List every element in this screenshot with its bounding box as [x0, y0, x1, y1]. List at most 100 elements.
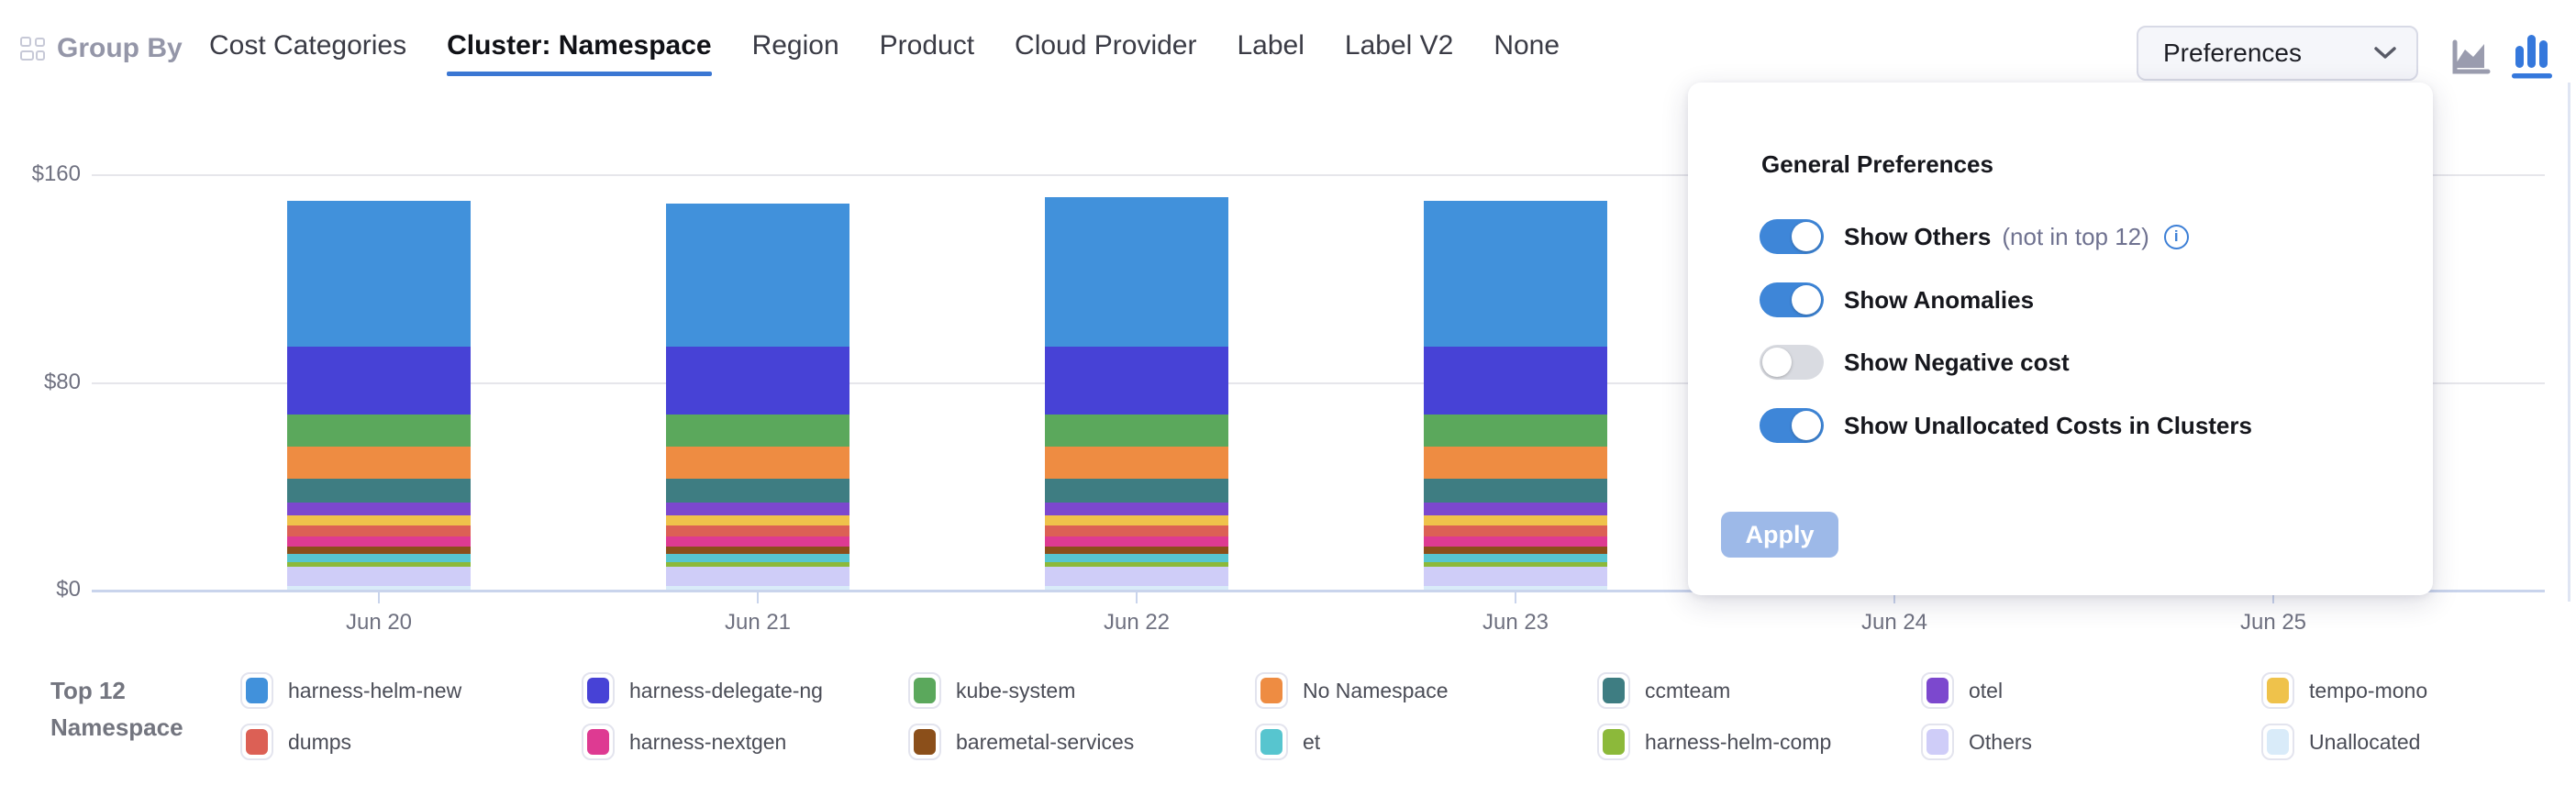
legend-item-label: ccmteam: [1645, 678, 1731, 702]
bar-segment-harness-nextgen-jun-20: [287, 536, 471, 547]
legend-swatch: [908, 672, 941, 709]
tab-label[interactable]: Label: [1237, 30, 1304, 78]
legend-item-harness-delegate-ng[interactable]: harness-delegate-ng: [582, 672, 823, 709]
bar-segment-others-jun-23: [1424, 567, 1607, 587]
toggle-label: Show Unallocated Costs in Clusters: [1844, 411, 2252, 439]
legend-item-label: harness-nextgen: [629, 729, 787, 754]
legend-item-others[interactable]: Others: [1921, 724, 2032, 760]
preference-row-show-negative-cost: Show Negative cost: [1760, 344, 2070, 381]
legend-swatch: [582, 724, 615, 760]
bar-segment-harness-helm-new-jun-22: [1045, 197, 1228, 347]
bar-chart-icon[interactable]: [2510, 31, 2554, 79]
legend-item-dumps[interactable]: dumps: [240, 724, 351, 760]
x-axis-tick: [2272, 590, 2274, 603]
group-by-label-group: Group By: [20, 33, 183, 64]
info-icon[interactable]: i: [2163, 224, 2189, 249]
bar-segment-harness-delegate-ng-jun-21: [666, 346, 849, 415]
legend-swatch: [1921, 724, 1954, 760]
tab-product[interactable]: Product: [880, 30, 974, 78]
area-chart-icon[interactable]: [2449, 31, 2493, 79]
tab-label-v2[interactable]: Label V2: [1345, 30, 1453, 78]
y-axis-label: $160: [31, 161, 81, 186]
x-axis-tick: [757, 590, 759, 603]
preference-row-show-unallocated-costs-in-clusters: Show Unallocated Costs in Clusters: [1760, 407, 2252, 444]
chart-right-border: [2568, 83, 2570, 602]
bar-segment-ccmteam-jun-22: [1045, 478, 1228, 503]
bar-segment-others-jun-21: [666, 567, 849, 587]
tab-cost-categories[interactable]: Cost Categories: [209, 30, 406, 78]
toggle-show-anomalies[interactable]: [1760, 282, 1824, 317]
preferences-panel: General Preferences Show Others (not in t…: [1688, 83, 2433, 595]
legend-item-label: harness-helm-comp: [1645, 729, 1832, 754]
bar-segment-kube-system-jun-23: [1424, 414, 1607, 447]
legend-item-ccmteam[interactable]: ccmteam: [1597, 672, 1730, 709]
toggle-label: Show Anomalies: [1844, 285, 2035, 314]
bar-segment-unallocated-jun-23: [1424, 586, 1607, 590]
bar-segment-otel-jun-20: [287, 502, 471, 516]
bar-segment-tempo-mono-jun-21: [666, 515, 849, 526]
bar-segment-harness-nextgen-jun-22: [1045, 536, 1228, 547]
toggle-label-suffix: (not in top 12): [2002, 222, 2149, 250]
tab-none[interactable]: None: [1493, 30, 1560, 78]
bar-segment-harness-helm-new-jun-23: [1424, 201, 1607, 347]
bar-segment-unallocated-jun-22: [1045, 586, 1228, 590]
legend-item-tempo-mono[interactable]: tempo-mono: [2261, 672, 2427, 709]
x-axis-label: Jun 23: [1482, 610, 1549, 635]
legend-item-et[interactable]: et: [1255, 724, 1320, 760]
bar-segment-harness-nextgen-jun-21: [666, 536, 849, 547]
toggle-knob: [1762, 348, 1792, 377]
legend-item-harness-helm-new[interactable]: harness-helm-new: [240, 672, 461, 709]
bar-segment-otel-jun-23: [1424, 502, 1607, 516]
bar-segment-otel-jun-22: [1045, 502, 1228, 516]
bar-segment-tempo-mono-jun-22: [1045, 515, 1228, 526]
toggle-knob: [1792, 285, 1821, 315]
apply-button[interactable]: Apply: [1721, 512, 1838, 558]
legend-swatch: [1597, 724, 1630, 760]
preferences-button[interactable]: Preferences: [2137, 26, 2418, 81]
legend-item-harness-nextgen[interactable]: harness-nextgen: [582, 724, 786, 760]
tab-cloud-provider[interactable]: Cloud Provider: [1015, 30, 1196, 78]
toggle-show-negative-cost[interactable]: [1760, 345, 1824, 380]
legend-item-label: No Namespace: [1303, 678, 1449, 702]
tab-label: Cluster: Namespace: [447, 30, 712, 61]
legend-swatch: [1255, 724, 1288, 760]
bar-segment-harness-helm-comp-jun-21: [666, 561, 849, 568]
bar-segment-harness-helm-comp-jun-22: [1045, 561, 1228, 568]
bar-segment-otel-jun-21: [666, 502, 849, 516]
legend-item-label: tempo-mono: [2309, 678, 2428, 702]
bar-segment-baremetal-services-jun-22: [1045, 547, 1228, 554]
legend-title-line1: Top 12: [50, 677, 126, 704]
stacked-bar-chart: $0 $80 $160 Jun 20 Jun 21 Jun 22 Jun 23 Jun 24 J…: [0, 83, 2576, 642]
legend-title-line2: Namespace: [50, 713, 183, 741]
toggle-show-others[interactable]: [1760, 219, 1824, 254]
group-by-tabs: Cost Categories Cluster: Namespace Region P…: [209, 30, 1560, 78]
bar-segment-baremetal-services-jun-23: [1424, 547, 1607, 554]
legend-swatch: [240, 724, 273, 760]
tab-label: Label V2: [1344, 30, 1454, 61]
legend-item-harness-helm-comp[interactable]: harness-helm-comp: [1597, 724, 1831, 760]
toggle-show-unallocated-costs-in-clusters[interactable]: [1760, 408, 1824, 443]
legend-item-unallocated[interactable]: Unallocated: [2261, 724, 2420, 760]
x-axis-label: Jun 24: [1860, 610, 1928, 635]
gridline: [92, 174, 2545, 176]
x-axis-label: Jun 21: [724, 610, 792, 635]
legend-item-otel[interactable]: otel: [1921, 672, 2003, 709]
legend-item-label: et: [1303, 729, 1321, 754]
tab-label: Label: [1237, 30, 1305, 61]
bar-segment-baremetal-services-jun-20: [287, 547, 471, 554]
gridline: [92, 381, 2545, 384]
legend-item-no-namespace[interactable]: No Namespace: [1255, 672, 1449, 709]
legend-item-kube-system[interactable]: kube-system: [908, 672, 1075, 709]
bar-segment-harness-helm-new-jun-20: [287, 201, 471, 347]
tab-region[interactable]: Region: [752, 30, 839, 78]
bar-segment-kube-system-jun-21: [666, 414, 849, 447]
bar-segment-harness-delegate-ng-jun-22: [1045, 346, 1228, 415]
bar-segment-ccmteam-jun-23: [1424, 478, 1607, 503]
legend-item-baremetal-services[interactable]: baremetal-services: [908, 724, 1134, 760]
bar-segment-kube-system-jun-20: [287, 414, 471, 447]
bar-segment-no-namespace-jun-23: [1424, 446, 1607, 479]
bar-segment-unallocated-jun-20: [287, 586, 471, 590]
tab-cluster-namespace[interactable]: Cluster: Namespace: [447, 30, 712, 78]
bar-segment-harness-helm-comp-jun-20: [287, 561, 471, 568]
